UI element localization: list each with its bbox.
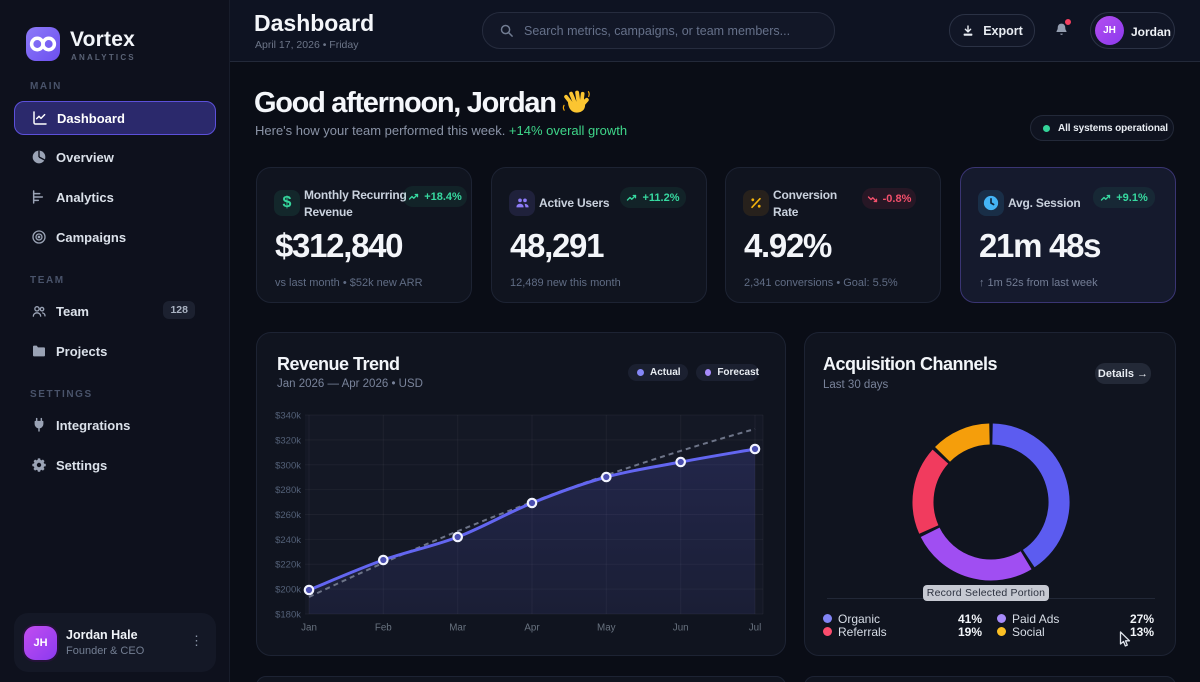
svg-text:Feb: Feb [375,623,392,634]
svg-text:Jun: Jun [673,623,689,634]
svg-text:$280k: $280k [275,485,301,496]
svg-text:$340k: $340k [275,411,301,422]
svg-text:$180k: $180k [275,610,301,621]
svg-text:$220k: $220k [275,560,301,571]
svg-text:$200k: $200k [275,585,301,596]
svg-text:May: May [597,623,616,634]
svg-text:$240k: $240k [275,535,301,546]
svg-text:Apr: Apr [524,623,540,634]
svg-text:$300k: $300k [275,460,301,471]
svg-text:Jul: Jul [749,623,762,634]
svg-text:$260k: $260k [275,510,301,521]
svg-text:Mar: Mar [449,623,467,634]
svg-text:Jan: Jan [301,623,317,634]
svg-text:$320k: $320k [275,435,301,446]
